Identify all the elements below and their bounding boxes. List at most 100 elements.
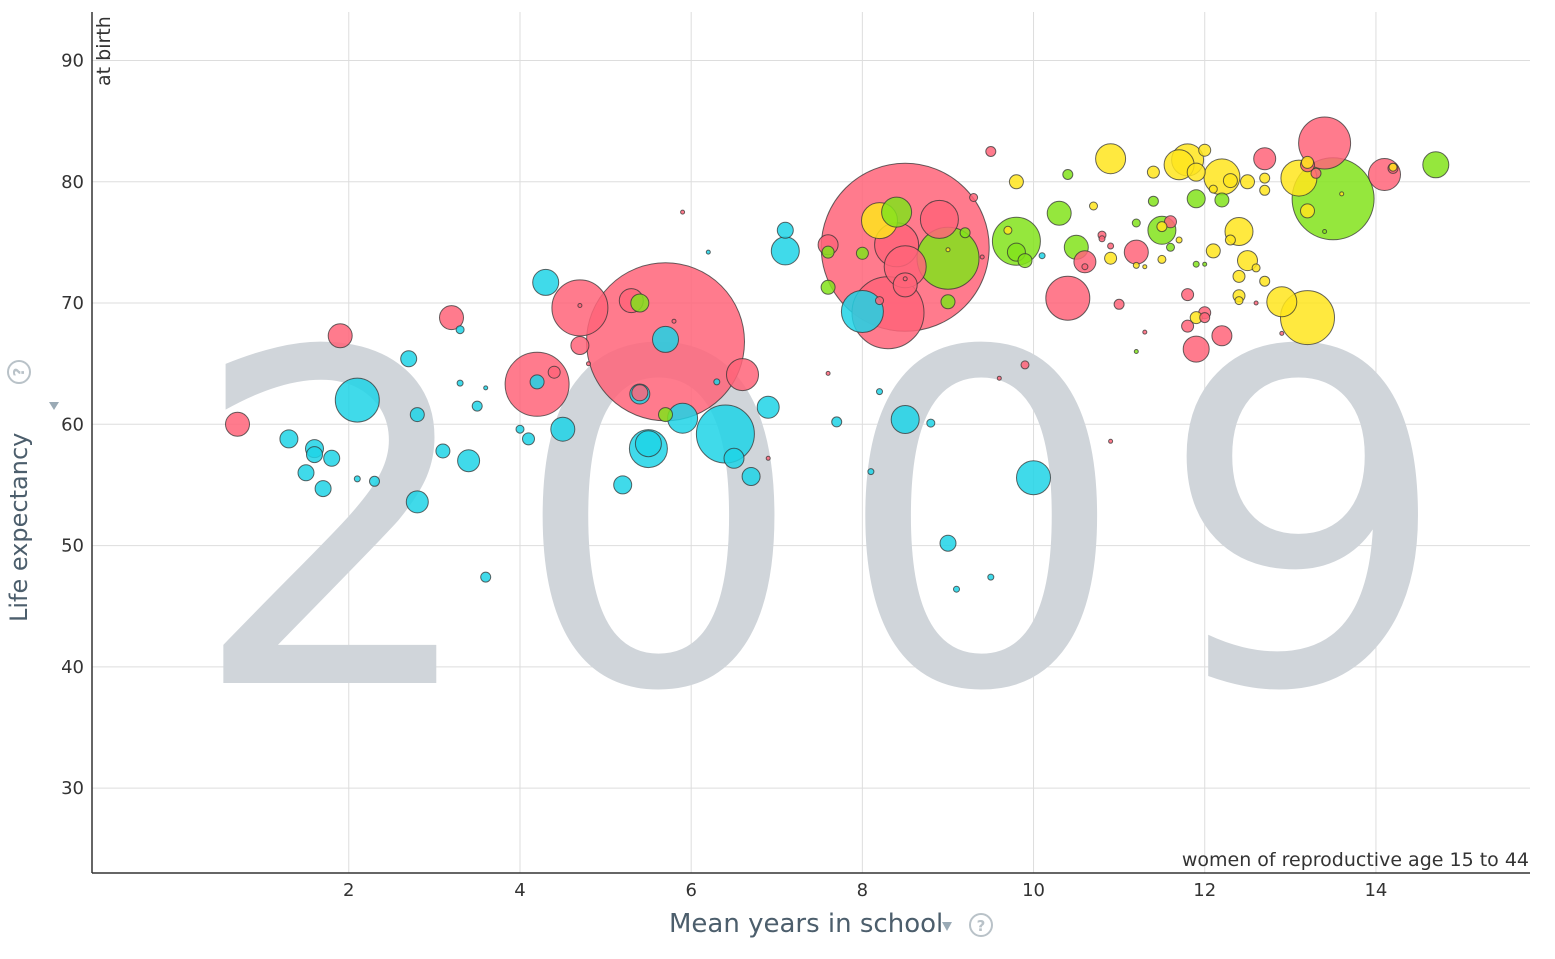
bubble[interactable]	[1322, 229, 1328, 234]
y-axis-dropdown-icon[interactable]	[49, 402, 59, 410]
bubble[interactable]	[1038, 252, 1046, 260]
bubble[interactable]	[1142, 329, 1148, 335]
bubble[interactable]	[953, 585, 960, 593]
bubble[interactable]	[439, 305, 464, 331]
bubble[interactable]	[306, 446, 323, 464]
bubble[interactable]	[1300, 203, 1315, 219]
bubble[interactable]	[1156, 221, 1168, 233]
bubble[interactable]	[1016, 460, 1051, 496]
bubble[interactable]	[825, 370, 831, 376]
bubble[interactable]	[1208, 184, 1218, 194]
bubble[interactable]	[875, 296, 884, 306]
bubble[interactable]	[680, 209, 686, 215]
bubble[interactable]	[532, 268, 560, 296]
bubble[interactable]	[1132, 261, 1140, 269]
y-axis-selector[interactable]: Life expectancy	[5, 402, 59, 622]
bubble[interactable]	[1113, 298, 1125, 310]
x-axis-label[interactable]: Mean years in school	[669, 909, 943, 939]
x-help-icon[interactable]	[969, 913, 993, 937]
bubble[interactable]	[705, 249, 711, 255]
x-axis-selector[interactable]: Mean years in school	[669, 909, 952, 939]
bubble[interactable]	[1198, 143, 1212, 157]
bubble[interactable]	[630, 293, 650, 313]
bubble[interactable]	[776, 221, 794, 239]
bubble[interactable]	[550, 416, 576, 442]
bubble[interactable]	[1020, 360, 1030, 370]
bubble[interactable]	[671, 318, 677, 324]
bubble[interactable]	[890, 405, 920, 434]
bubble[interactable]	[1422, 151, 1450, 179]
bubble[interactable]	[483, 385, 489, 391]
bubble[interactable]	[409, 407, 425, 423]
bubble[interactable]	[723, 447, 745, 469]
bubble[interactable]	[881, 196, 913, 228]
bubble[interactable]	[1186, 189, 1206, 209]
bubble[interactable]	[457, 449, 481, 473]
bubble[interactable]	[1202, 261, 1208, 267]
bubble[interactable]	[353, 475, 361, 483]
bubble[interactable]	[867, 468, 875, 476]
bubble[interactable]	[1253, 147, 1277, 171]
bubble[interactable]	[1298, 116, 1352, 170]
bubble[interactable]	[1339, 191, 1345, 197]
bubble[interactable]	[456, 379, 464, 387]
bubble[interactable]	[634, 430, 662, 458]
bubble[interactable]	[756, 395, 780, 419]
bubble[interactable]	[1157, 254, 1167, 264]
bubble[interactable]	[1279, 330, 1285, 336]
bubble[interactable]	[892, 272, 918, 298]
bubble[interactable]	[529, 374, 545, 390]
bubble[interactable]	[1368, 158, 1401, 191]
bubble[interactable]	[939, 534, 957, 552]
bubble[interactable]	[996, 375, 1002, 381]
bubble[interactable]	[652, 325, 679, 353]
bubble[interactable]	[471, 400, 483, 412]
bubble[interactable]	[1205, 243, 1221, 259]
bubble[interactable]	[770, 236, 800, 266]
bubble[interactable]	[1046, 200, 1072, 226]
x-axis-dropdown-icon[interactable]	[942, 922, 952, 931]
bubble[interactable]	[985, 146, 997, 157]
bubble[interactable]	[1095, 143, 1127, 175]
y-axis-help[interactable]: ?	[7, 360, 31, 384]
bubble[interactable]	[1108, 438, 1114, 444]
bubble[interactable]	[480, 571, 492, 583]
bubble[interactable]	[1166, 242, 1175, 252]
bubble[interactable]	[919, 199, 959, 239]
bubble[interactable]	[1081, 263, 1089, 271]
bubble[interactable]	[855, 246, 869, 260]
bubbles-layer[interactable]	[225, 116, 1450, 593]
bubble[interactable]	[726, 358, 759, 392]
y-axis-label[interactable]: Life expectancy	[5, 433, 33, 622]
bubble[interactable]	[1175, 236, 1183, 244]
bubble[interactable]	[979, 254, 985, 260]
bubble[interactable]	[1259, 184, 1271, 196]
bubble[interactable]	[1259, 275, 1271, 287]
bubble[interactable]	[987, 573, 995, 581]
bubble[interactable]	[1146, 165, 1160, 179]
bubble[interactable]	[323, 449, 341, 467]
bubble[interactable]	[765, 455, 771, 461]
bubble[interactable]	[279, 429, 299, 449]
bubble[interactable]	[1131, 218, 1141, 228]
bubble[interactable]	[1104, 251, 1118, 265]
bubble[interactable]	[1089, 201, 1098, 211]
bubble[interactable]	[1232, 269, 1246, 283]
bubble[interactable]	[1234, 296, 1244, 306]
bubble[interactable]	[314, 480, 332, 498]
bubble[interactable]	[926, 418, 936, 428]
bubble[interactable]	[1266, 286, 1298, 318]
bubble[interactable]	[455, 325, 465, 335]
bubble[interactable]	[1062, 169, 1074, 180]
bubble[interactable]	[631, 384, 649, 402]
bubble[interactable]	[1107, 242, 1115, 250]
bubble[interactable]	[586, 361, 591, 367]
bubble[interactable]	[713, 378, 721, 386]
bubble[interactable]	[1098, 235, 1106, 243]
bubble[interactable]	[1045, 275, 1091, 321]
bubble[interactable]	[1182, 335, 1210, 363]
bubble[interactable]	[1008, 174, 1024, 190]
bubble[interactable]	[1222, 173, 1238, 189]
bubble[interactable]	[1253, 300, 1259, 306]
bubble[interactable]	[1147, 195, 1159, 207]
